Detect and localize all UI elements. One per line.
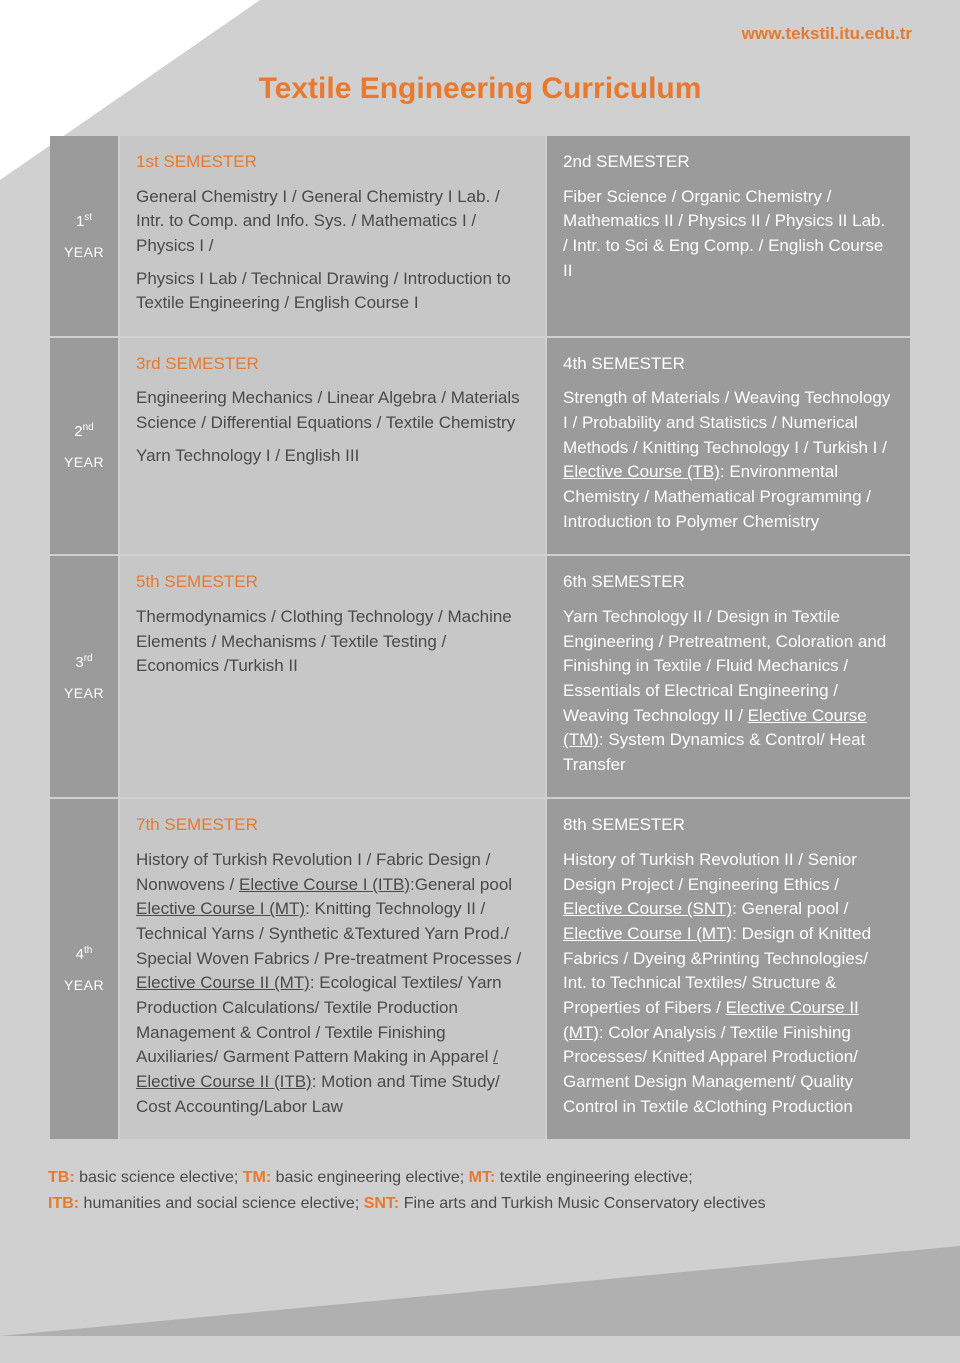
sem1-cell: 1st SEMESTER General Chemistry I / Gener…	[120, 136, 545, 336]
semester-heading: 2nd SEMESTER	[563, 150, 894, 175]
year-ordinal: 4	[76, 946, 84, 963]
semester-heading: 1st SEMESTER	[136, 150, 529, 175]
legend-val: basic science elective;	[75, 1169, 243, 1186]
year-label: YEAR	[54, 454, 114, 470]
year-label: YEAR	[54, 685, 114, 701]
semester-heading: 8th SEMESTER	[563, 813, 894, 838]
year-label: YEAR	[54, 244, 114, 260]
year-label: YEAR	[54, 977, 114, 993]
legend-key-mt: MT:	[469, 1169, 496, 1186]
semester-heading: 7th SEMESTER	[136, 813, 529, 838]
legend-key-snt: SNT:	[364, 1195, 400, 1212]
legend-val: textile engineering elective;	[495, 1169, 692, 1186]
semester-heading: 4th SEMESTER	[563, 352, 894, 377]
legend-key-tb: TB:	[48, 1169, 75, 1186]
year-cell-3: 3rd YEAR	[50, 556, 118, 797]
semester-body: Yarn Technology II / Design in Textile E…	[563, 605, 894, 777]
year-ordinal: 3	[75, 654, 83, 671]
site-url: www.tekstil.itu.edu.tr	[48, 24, 912, 44]
sem7-cell: 7th SEMESTER History of Turkish Revoluti…	[120, 799, 545, 1139]
year-cell-1: 1st YEAR	[50, 136, 118, 336]
year-suffix: th	[84, 945, 92, 956]
legend-val: Fine arts and Turkish Music Conservatory…	[399, 1195, 765, 1212]
semester-body: Strength of Materials / Weaving Technolo…	[563, 386, 894, 534]
semester-heading: 6th SEMESTER	[563, 570, 894, 595]
semester-heading: 3rd SEMESTER	[136, 352, 529, 377]
sem3-cell: 3rd SEMESTER Engineering Mechanics / Lin…	[120, 338, 545, 554]
sem2-cell: 2nd SEMESTER Fiber Science / Organic Che…	[547, 136, 910, 336]
legend-val: humanities and social science elective;	[79, 1195, 364, 1212]
year-cell-4: 4th YEAR	[50, 799, 118, 1139]
semester-body: Physics I Lab / Technical Drawing / Intr…	[136, 267, 529, 316]
legend-val: basic engineering elective;	[271, 1169, 468, 1186]
semester-body: General Chemistry I / General Chemistry …	[136, 185, 529, 259]
year-cell-2: 2nd YEAR	[50, 338, 118, 554]
sem6-cell: 6th SEMESTER Yarn Technology II / Design…	[547, 556, 910, 797]
sem5-cell: 5th SEMESTER Thermodynamics / Clothing T…	[120, 556, 545, 797]
semester-body: Yarn Technology I / English III	[136, 444, 529, 469]
page-title: Textile Engineering Curriculum	[48, 72, 912, 106]
semester-body: History of Turkish Revolution I / Fabric…	[136, 848, 529, 1119]
sem4-cell: 4th SEMESTER Strength of Materials / Wea…	[547, 338, 910, 554]
year-ordinal: 2	[74, 423, 82, 440]
semester-body: Thermodynamics / Clothing Technology / M…	[136, 605, 529, 679]
content-wrapper: www.tekstil.itu.edu.tr Textile Engineeri…	[0, 0, 960, 1336]
table-row: 4th YEAR 7th SEMESTER History of Turkish…	[50, 799, 910, 1139]
table-row: 3rd YEAR 5th SEMESTER Thermodynamics / C…	[50, 556, 910, 797]
year-suffix: rd	[84, 653, 93, 664]
legend: TB: basic science elective; TM: basic en…	[48, 1165, 912, 1216]
semester-heading: 5th SEMESTER	[136, 570, 529, 595]
curriculum-table: 1st YEAR 1st SEMESTER General Chemistry …	[48, 134, 912, 1141]
year-suffix: st	[84, 212, 92, 223]
table-row: 1st YEAR 1st SEMESTER General Chemistry …	[50, 136, 910, 336]
legend-key-itb: ITB:	[48, 1195, 79, 1212]
semester-body: Engineering Mechanics / Linear Algebra /…	[136, 386, 529, 435]
sem8-cell: 8th SEMESTER History of Turkish Revoluti…	[547, 799, 910, 1139]
legend-key-tm: TM:	[243, 1169, 271, 1186]
year-suffix: nd	[83, 422, 94, 433]
semester-body: History of Turkish Revolution II / Senio…	[563, 848, 894, 1119]
table-row: 2nd YEAR 3rd SEMESTER Engineering Mechan…	[50, 338, 910, 554]
semester-body: Fiber Science / Organic Chemistry / Math…	[563, 185, 894, 284]
